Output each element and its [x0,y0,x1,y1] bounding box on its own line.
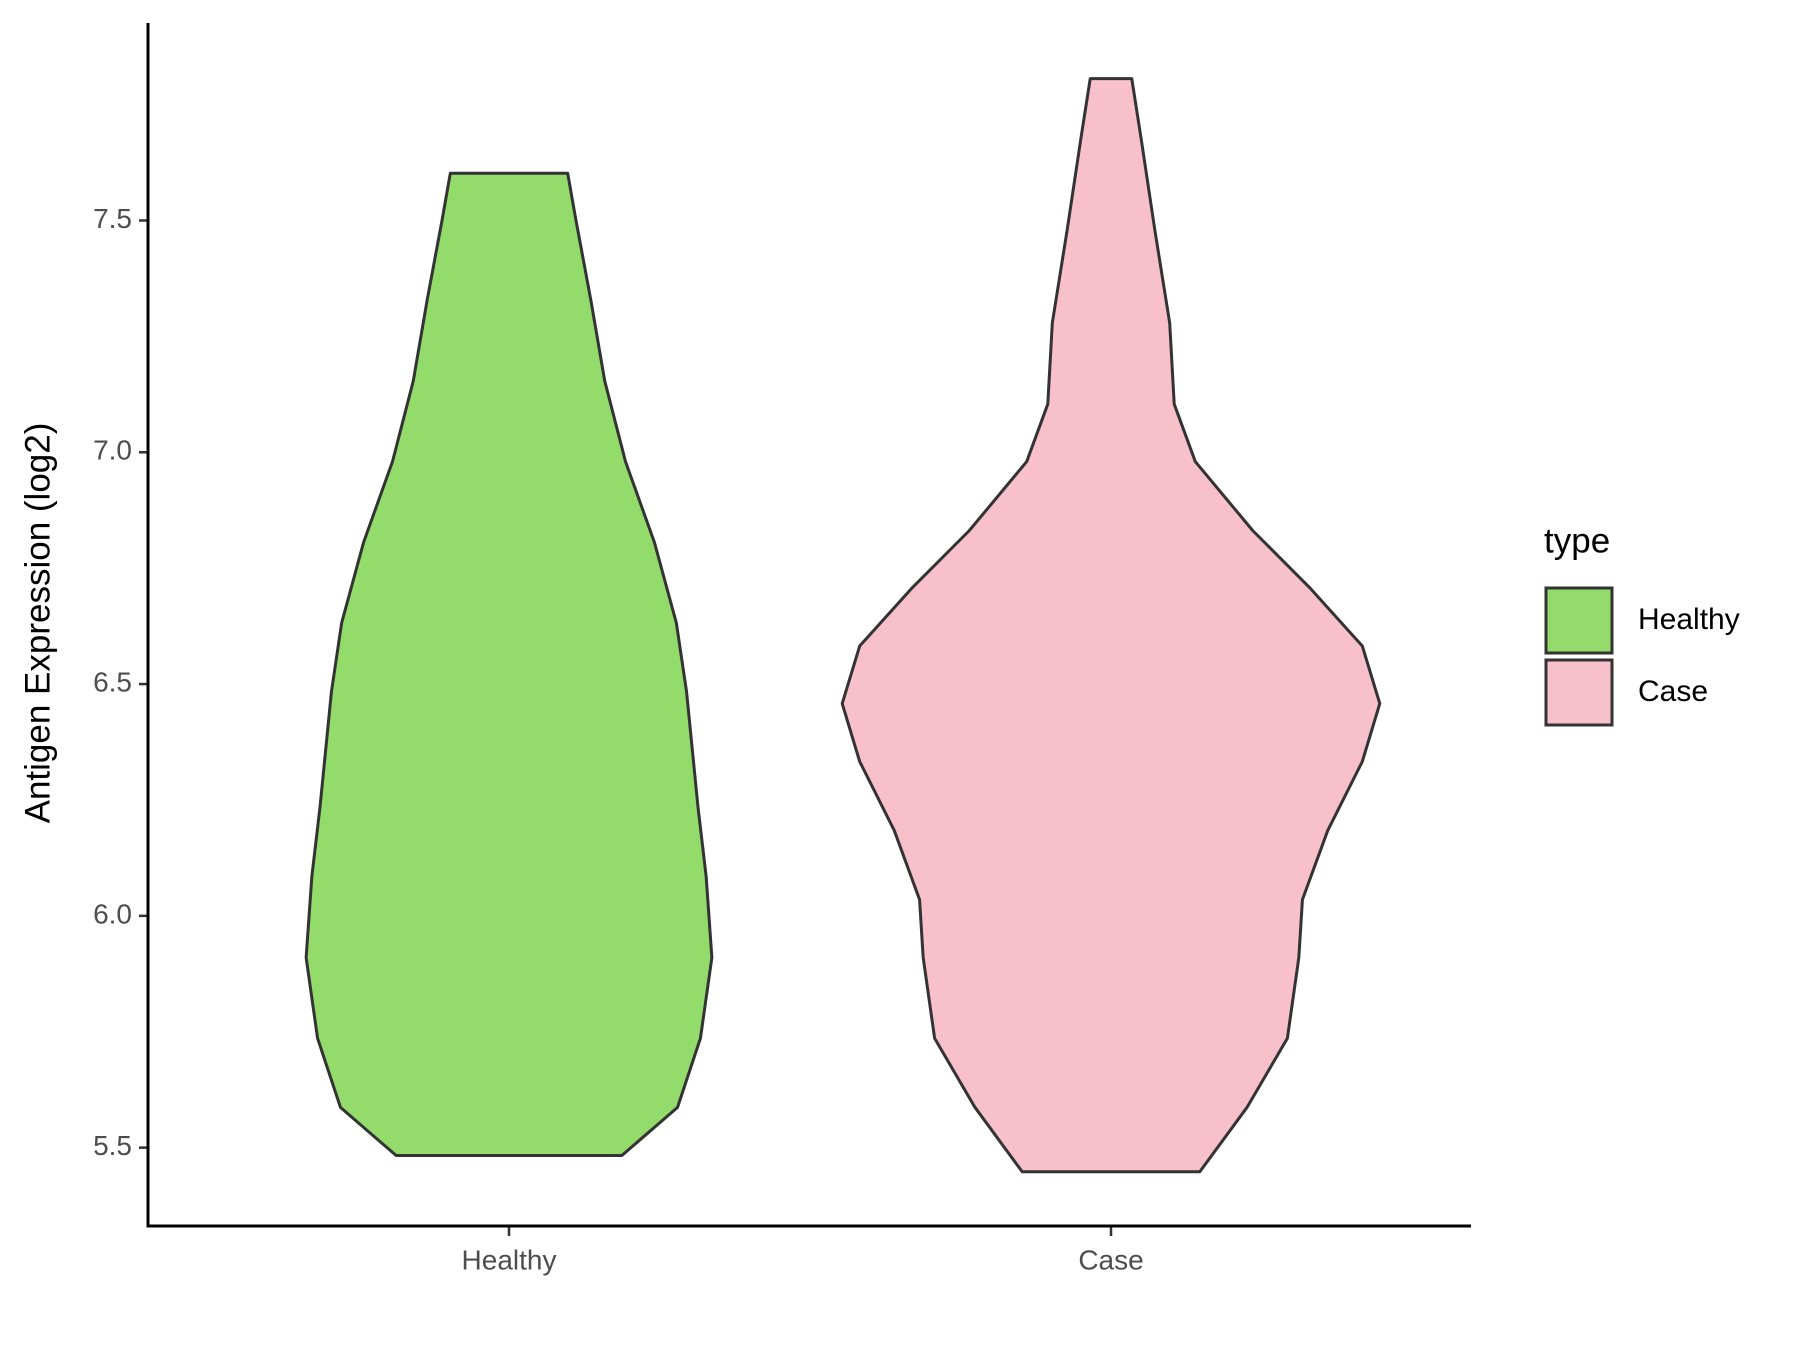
y-tick-label: 6.0 [93,898,132,929]
x-tick-label: Case [1078,1244,1143,1275]
violin [840,77,1382,1174]
violin [304,171,714,1158]
x-tick-label: Healthy [462,1244,557,1275]
legend-label: Case [1638,675,1708,708]
y-tick-label: 7.0 [93,435,132,466]
legend-key [1544,586,1614,655]
y-tick-label: 5.5 [93,1130,132,1161]
legend-key [1544,658,1614,727]
y-axis-label: Antigen Expression (log2) [18,423,57,824]
y-tick-label: 6.5 [93,666,132,697]
y-tick-label: 7.5 [93,203,132,234]
legend-label: Healthy [1638,603,1740,636]
legend-title: type [1544,521,1610,560]
